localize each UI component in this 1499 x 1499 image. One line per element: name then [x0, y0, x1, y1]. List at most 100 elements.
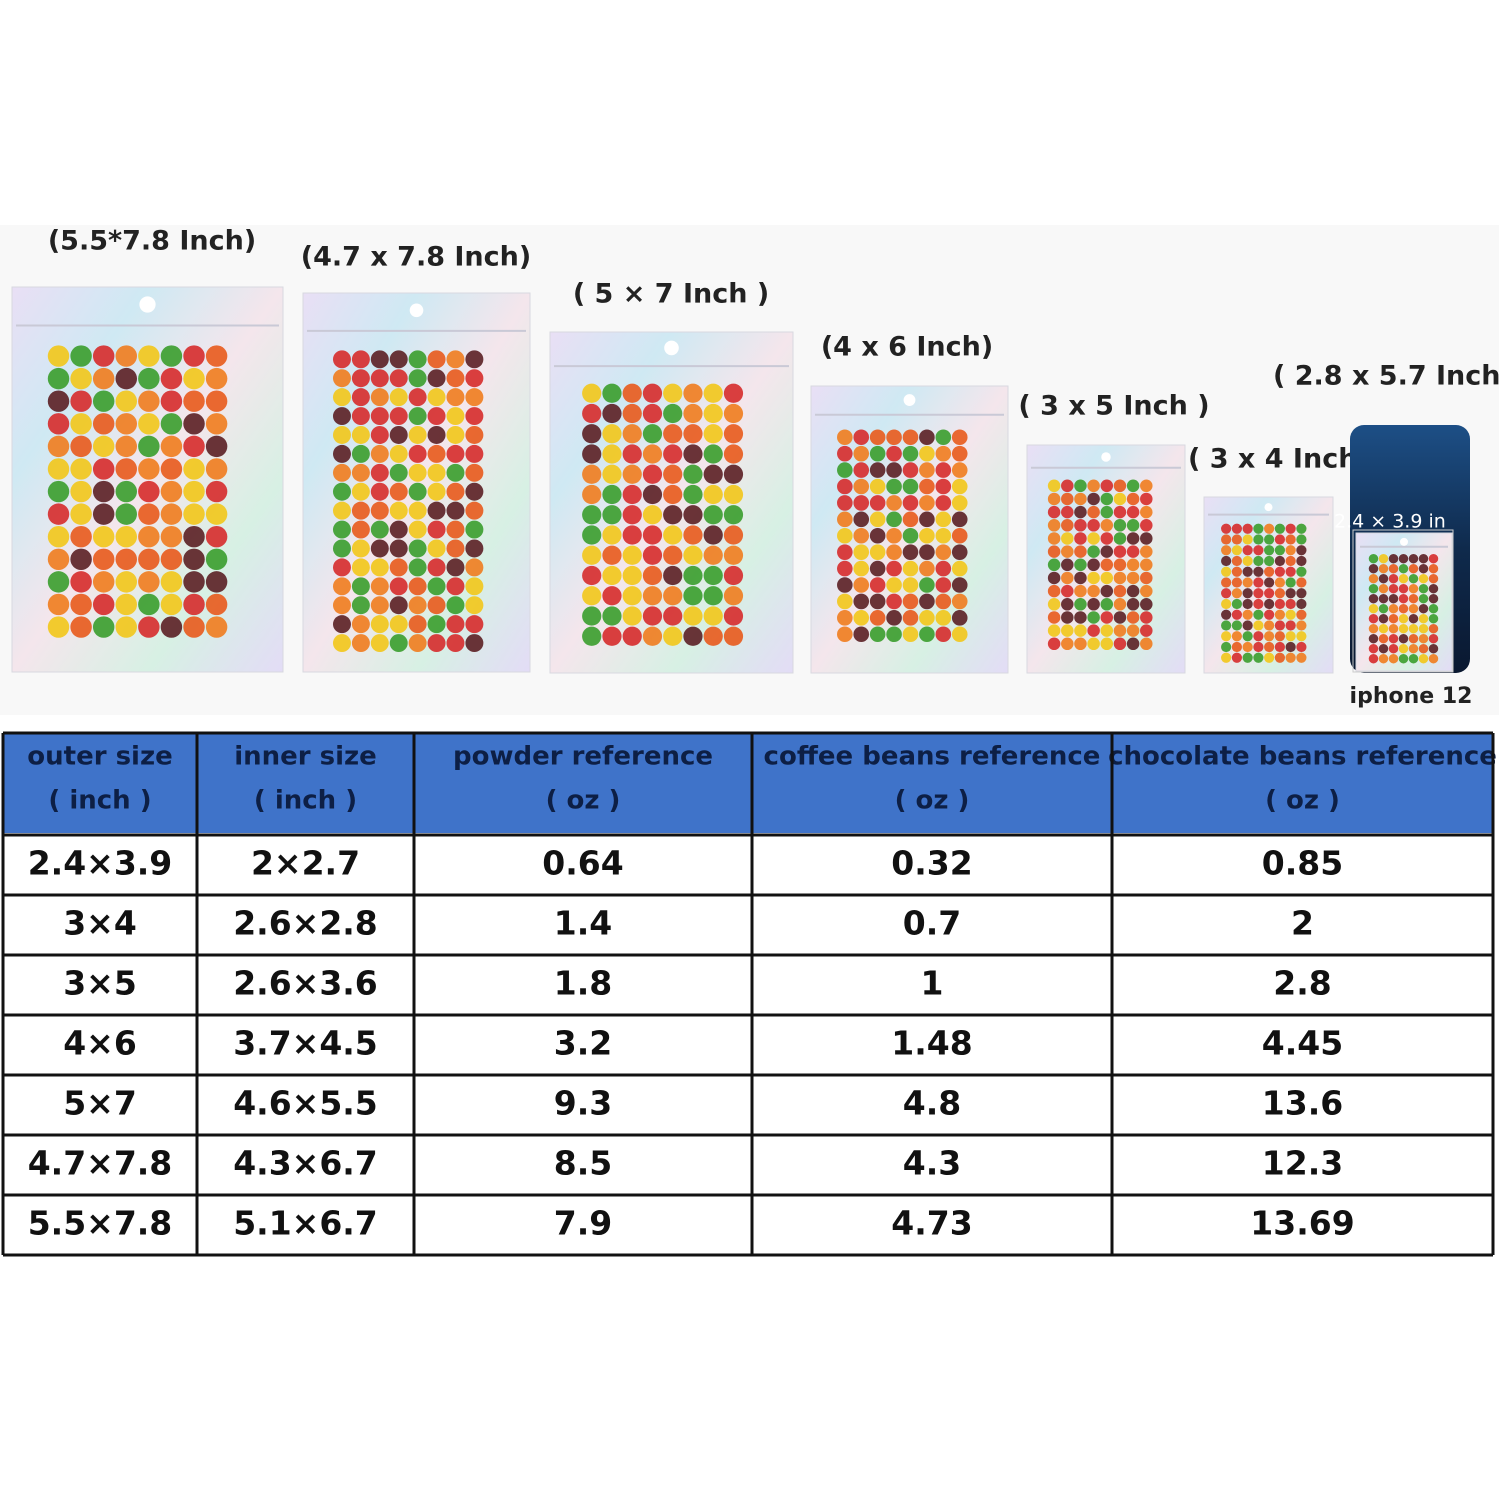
- candy: [582, 565, 602, 586]
- candy: [427, 463, 446, 482]
- hang-hole: [1400, 537, 1408, 546]
- table-cell: 8.5: [554, 1144, 612, 1183]
- candy: [1100, 532, 1114, 545]
- candy: [1242, 577, 1253, 588]
- candy: [1113, 532, 1127, 545]
- candy: [1087, 545, 1100, 558]
- candy: [427, 558, 446, 577]
- candy: [582, 525, 602, 545]
- candy: [1126, 479, 1140, 493]
- candy: [935, 544, 952, 560]
- candy: [951, 495, 968, 511]
- candy: [919, 560, 935, 577]
- candy: [1274, 577, 1286, 588]
- candy: [138, 503, 160, 525]
- candy: [1398, 553, 1409, 564]
- candy: [1140, 571, 1153, 585]
- candy: [837, 560, 853, 577]
- candy: [47, 525, 70, 548]
- candy: [1253, 523, 1264, 534]
- candy: [332, 388, 351, 407]
- candy: [160, 616, 183, 638]
- candy: [1274, 641, 1286, 653]
- candy: [1061, 584, 1074, 598]
- candy: [446, 634, 465, 653]
- candy: [1264, 566, 1275, 577]
- candy: [138, 525, 160, 548]
- candy: [886, 626, 902, 643]
- candy: [886, 478, 902, 495]
- candy: [902, 626, 919, 643]
- candy: [663, 464, 683, 484]
- candy: [663, 403, 683, 424]
- candy: [183, 593, 205, 616]
- candy: [446, 596, 465, 615]
- candy: [370, 634, 389, 653]
- candy: [622, 545, 642, 565]
- candy: [351, 350, 370, 369]
- candy: [642, 626, 663, 646]
- candy: [1428, 593, 1439, 604]
- bag-size-label: (4 x 6 Inch): [821, 332, 993, 363]
- candy: [1087, 505, 1100, 519]
- candy: [1368, 623, 1379, 634]
- candy: [919, 462, 935, 478]
- candy: [138, 571, 160, 593]
- candy: [389, 444, 408, 463]
- candy: [1047, 637, 1061, 651]
- candy: [1296, 566, 1307, 577]
- candy: [1242, 598, 1253, 610]
- candy: [1061, 492, 1074, 506]
- candy: [465, 520, 484, 539]
- candy: [351, 463, 370, 482]
- bag-size-label: ( 3 x 5 Inch ): [1018, 391, 1209, 422]
- candy: [723, 444, 744, 464]
- candy: [886, 544, 902, 560]
- candy: [1378, 583, 1389, 594]
- candy: [1368, 603, 1379, 614]
- candy: [1264, 609, 1275, 620]
- candy: [427, 520, 446, 539]
- candy: [1388, 593, 1399, 604]
- candy: [1296, 631, 1307, 642]
- candy: [1253, 598, 1264, 610]
- table-cell: 2.4×3.9: [28, 844, 173, 883]
- candy: [1221, 588, 1232, 599]
- candy: [1408, 593, 1419, 604]
- candy: [351, 444, 370, 463]
- candy: [1087, 479, 1100, 493]
- candy: [1061, 545, 1074, 558]
- candy: [1140, 492, 1153, 506]
- candy: [465, 407, 484, 426]
- table-cell: 1.8: [554, 964, 612, 1003]
- candy: [205, 458, 228, 480]
- candy: [465, 558, 484, 577]
- candy: [351, 482, 370, 501]
- candy: [935, 478, 952, 495]
- candy: [1242, 534, 1253, 545]
- candy: [183, 525, 205, 548]
- table-cell: 7.9: [554, 1204, 612, 1243]
- candy: [622, 444, 642, 464]
- candy: [1408, 583, 1419, 594]
- candy: [370, 350, 389, 369]
- candy: [92, 525, 115, 548]
- candy: [427, 350, 446, 369]
- candy: [642, 444, 663, 464]
- candy: [465, 482, 484, 501]
- candy: [332, 482, 351, 501]
- candy: [1113, 492, 1127, 506]
- candy: [465, 463, 484, 482]
- candy: [1221, 620, 1232, 631]
- candy: [47, 435, 70, 458]
- candy: [935, 610, 952, 626]
- candy: [465, 596, 484, 615]
- candy: [370, 615, 389, 634]
- header-cell: ( inch ): [254, 786, 357, 816]
- candy: [935, 527, 952, 544]
- candy: [951, 445, 968, 462]
- candy: [408, 539, 427, 558]
- candy: [408, 369, 427, 388]
- candy: [602, 383, 622, 403]
- candy: [1113, 611, 1127, 624]
